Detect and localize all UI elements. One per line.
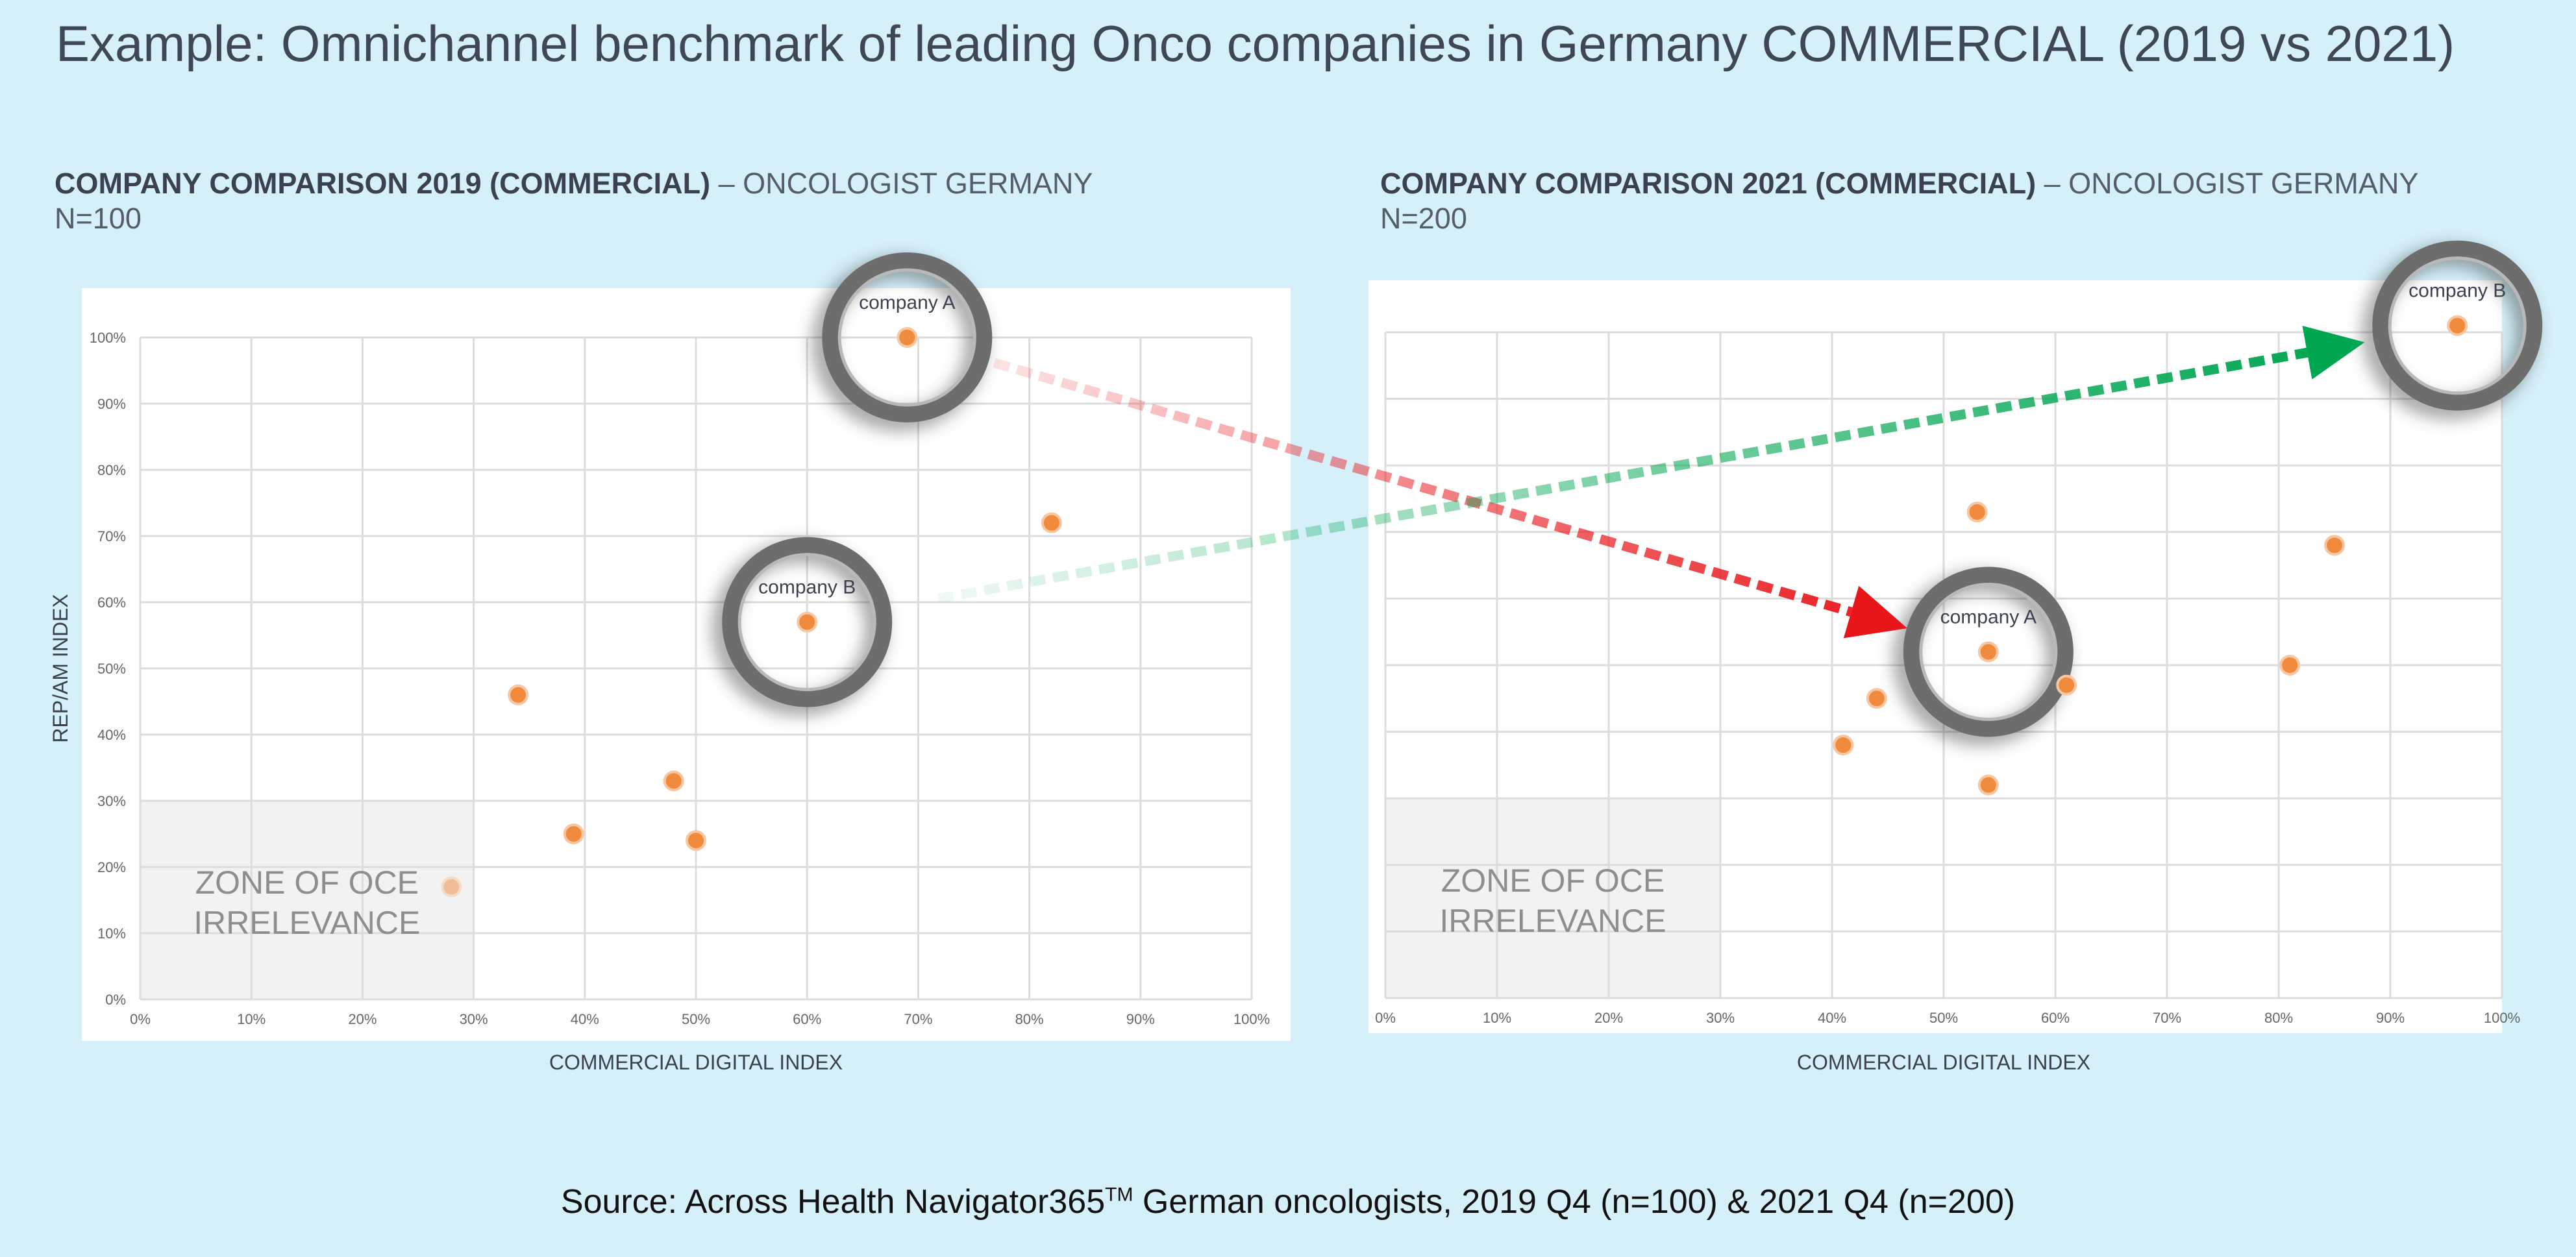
c2019-y-tick-label: 10% [97,925,126,942]
highlight-ring [2372,240,2543,411]
source-note: Source: Across Health Navigator365TM Ger… [0,1182,2576,1221]
source-prefix: Source: Across Health Navigator365 [560,1183,1106,1221]
c2019-x-tick-label: 20% [348,1011,377,1027]
c2019-x-tick-label: 90% [1126,1011,1155,1027]
c2021-x-tick-label: 60% [2041,1010,2070,1026]
highlight-ring-inner [2388,256,2527,395]
c2019-y-tick-label: 90% [97,396,126,412]
page-title: Example: Omnichannel benchmark of leadin… [56,15,2455,72]
data-point [2324,535,2345,556]
c2019-y-tick-label: 30% [97,793,126,809]
c2021-x-tick-label: 50% [1929,1010,1958,1026]
c2019-x-tick-label: 50% [682,1011,710,1027]
company-label: company A [1940,606,2037,628]
c2019-y-tick-label: 80% [97,462,126,478]
c2021-x-tick-label: 20% [1594,1010,1623,1026]
data-point [2279,655,2301,676]
data-point [508,684,529,705]
c2019-x-tick-label: 60% [793,1011,821,1027]
c2019-y-tick-label: 0% [105,992,126,1008]
data-point [1041,512,1062,533]
c2021-x-tick-label: 80% [2264,1010,2293,1026]
company-label: company B [758,577,856,598]
c2019-x-tick-label: 0% [130,1011,151,1027]
chart-2019: ZONE OF OCE IRRELEVANCE 0% 10% 20% 30% 40% 50% 6… [49,252,1291,1074]
data-point [2056,674,2077,696]
chart-2019-sample-size: N=100 [55,202,142,235]
chart-2019-header: COMPANY COMPARISON 2019 (COMMERCIAL) – O… [55,166,1093,236]
c2021-irrelevance-zone [1385,798,1720,998]
c2019-zone-label: IRRELEVANCE [193,905,420,941]
c2019-x-tick-label: 40% [571,1011,599,1027]
data-point [563,824,584,844]
c2019-y-tick-label: 60% [97,594,126,611]
c2021-x-tick-label: 70% [2153,1010,2181,1026]
c2019-zone-label: ZONE OF OCE [195,864,419,901]
company-label: company B [2409,280,2506,302]
company-a-decline-arrow-head [1843,585,1907,639]
c2019-x-tick-label: 10% [237,1011,266,1027]
c2019-x-tick-label: 30% [460,1011,488,1027]
c2019-x-axis-label: COMMERCIAL DIGITAL INDEX [549,1051,843,1074]
c2019-y-tick-label: 100% [90,330,126,346]
source-suffix: German oncologists, 2019 Q4 (n=100) & 20… [1133,1183,2016,1221]
c2019-y-tick-label: 70% [97,528,126,544]
data-point [1966,502,1988,523]
company-b-growth-arrow-head [2302,325,2365,380]
highlight-ring [822,252,993,422]
data-point [441,876,462,897]
chart-2019-title: COMPANY COMPARISON 2019 (COMMERCIAL) [55,167,711,200]
company-label: company A [859,292,955,313]
data-point [663,770,684,792]
chart-2021-header: COMPANY COMPARISON 2021 (COMMERCIAL) – O… [1380,166,2418,236]
c2021-x-axis-label: COMMERCIAL DIGITAL INDEX [1797,1051,2090,1074]
c2019-y-axis-label: REP/AM INDEX [49,594,72,742]
chart-2021: ZONE OF OCE IRRELEVANCE 0% 10% 20% 30% 40% 50% 6… [1368,240,2543,1074]
data-point [897,327,918,348]
highlight-ring-inner [1919,582,2058,721]
trend-arrows [937,325,2365,639]
c2019-y-tick-label: 40% [97,727,126,743]
company-a-decline-arrow-line [993,358,1853,617]
c2019-y-tick-label: 20% [97,859,126,875]
chart-2021-title: COMPANY COMPARISON 2021 (COMMERCIAL) [1380,167,2037,200]
c2021-x-tick-label: 0% [1375,1010,1396,1026]
c2019-x-tick-label: 100% [1233,1011,1270,1027]
c2021-x-tick-label: 40% [1818,1010,1846,1026]
c2021-x-tick-label: 10% [1483,1010,1511,1026]
c2019-x-tick-label: 80% [1015,1011,1044,1027]
data-point [1977,641,1999,663]
c2021-x-tick-label: 30% [1706,1010,1735,1026]
c2019-x-tick-label: 70% [904,1011,932,1027]
data-point [1977,774,1999,796]
c2021-zone-label: ZONE OF OCE [1441,862,1665,899]
company-b-growth-arrow-line [937,347,2309,604]
chart-2021-title-suffix: – ONCOLOGIST GERMANY [2036,167,2419,200]
chart-2021-sample-size: N=200 [1380,202,1467,235]
data-point [797,611,818,633]
highlight-ring [722,537,893,707]
c2021-zone-label: IRRELEVANCE [1439,903,1666,939]
data-point [1866,688,1887,709]
c2021-x-tick-label: 100% [2484,1010,2520,1026]
source-trademark: TM [1105,1184,1133,1206]
chart-2019-title-suffix: – ONCOLOGIST GERMANY [710,167,1093,200]
c2019-irrelevance-zone [140,801,474,999]
highlight-ring-inner [837,268,976,407]
data-point [686,830,706,851]
c2019-y-tick-label: 50% [97,661,126,677]
c2021-x-tick-label: 90% [2376,1010,2405,1026]
data-point [2447,315,2468,336]
data-point [1833,735,1854,756]
highlight-ring-inner [737,553,876,692]
highlight-ring [1903,567,2074,737]
